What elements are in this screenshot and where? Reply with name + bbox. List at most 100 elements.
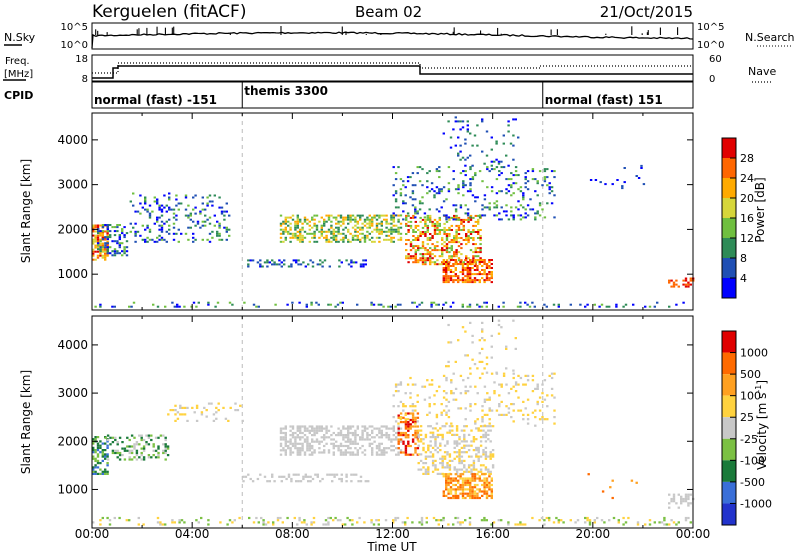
echo-cell — [308, 429, 311, 432]
echo-cell — [687, 495, 690, 498]
echo-cell — [457, 245, 461, 248]
echo-cell — [436, 233, 439, 235]
echo-cell — [469, 263, 472, 265]
echo-cell — [454, 483, 457, 487]
echo-cell — [342, 218, 345, 221]
echo-cell — [402, 405, 405, 408]
echo-cell — [476, 279, 479, 282]
echo-cell — [153, 240, 156, 243]
echo-cell — [218, 224, 221, 227]
echo-cell — [414, 251, 417, 254]
echo-cell — [479, 239, 482, 241]
echo-cell — [448, 466, 452, 469]
echo-cell — [96, 442, 100, 445]
echo-cell — [411, 192, 415, 195]
echo-cell — [479, 229, 482, 231]
echo-cell — [195, 519, 198, 522]
echo-cell — [101, 516, 104, 520]
echo-cell — [526, 413, 530, 416]
echo-cell — [311, 438, 314, 441]
echo-cell — [168, 192, 171, 195]
echo-cell — [622, 516, 625, 520]
echo-cell — [395, 447, 398, 450]
echo-cell — [313, 222, 316, 225]
echo-cell — [450, 247, 453, 250]
echo-cell — [276, 516, 280, 520]
echo-cell — [473, 479, 477, 482]
echo-cell — [487, 433, 490, 436]
echo-cell — [442, 186, 446, 189]
echo-cell — [416, 305, 419, 308]
echo-cell — [448, 459, 452, 462]
echo-cell — [482, 449, 485, 452]
echo-cell — [342, 444, 345, 448]
echo-cell — [417, 261, 420, 264]
echo-cell — [327, 218, 331, 221]
echo-cell — [395, 228, 398, 231]
echo-cell — [449, 271, 453, 273]
echo-cell — [457, 481, 460, 484]
echo-cell — [543, 178, 547, 181]
echo-cell — [447, 263, 450, 265]
echo-cell — [466, 277, 469, 280]
echo-cell — [510, 186, 513, 189]
echo-cell — [419, 425, 423, 428]
echo-cell — [471, 334, 474, 337]
echo-cell — [449, 481, 453, 484]
echo-cell — [498, 212, 501, 215]
echo-cell — [294, 444, 297, 448]
echo-cell — [371, 218, 374, 221]
echo-cell — [623, 167, 626, 169]
echo-cell — [453, 253, 456, 256]
echo-cell — [159, 521, 162, 524]
echo-cell — [146, 226, 149, 229]
echo-cell — [339, 444, 343, 448]
time-tick-label: 04:00 — [175, 527, 210, 541]
echo-cell — [397, 422, 400, 425]
echo-cell — [434, 442, 437, 445]
echo-cell — [457, 152, 460, 155]
echo-cell — [502, 372, 506, 375]
echo-cell — [299, 220, 302, 223]
echo-cell — [106, 453, 109, 456]
echo-cell — [445, 271, 448, 273]
echo-cell — [435, 413, 439, 416]
echo-cell — [390, 230, 393, 233]
echo-cell — [483, 162, 486, 165]
echo-cell — [452, 523, 455, 526]
echo-cell — [133, 456, 136, 459]
echo-cell — [452, 271, 455, 273]
echo-cell — [172, 208, 176, 211]
echo-cell — [447, 281, 450, 284]
nave-label: Nave — [748, 65, 776, 78]
echo-cell — [477, 255, 480, 258]
echo-cell — [311, 425, 314, 428]
echo-cell — [176, 305, 179, 308]
echo-cell — [101, 470, 104, 473]
echo-cell — [414, 259, 417, 262]
echo-cell — [534, 387, 537, 390]
echo-cell — [302, 475, 305, 478]
echo-cell — [94, 250, 97, 253]
echo-cell — [158, 204, 161, 207]
echo-cell — [359, 438, 362, 441]
echo-cell — [247, 265, 250, 268]
echo-cell — [464, 259, 467, 261]
echo-cell — [488, 261, 491, 263]
echo-cell — [455, 255, 458, 258]
echo-cell — [212, 413, 216, 416]
echo-cell — [239, 404, 242, 407]
echo-cell — [301, 228, 304, 231]
echo-cell — [466, 390, 470, 393]
echo-cell — [123, 458, 127, 461]
echo-cell — [390, 427, 393, 430]
echo-cell — [409, 255, 413, 258]
echo-cell — [271, 475, 274, 478]
echo-cell — [439, 442, 442, 445]
echo-cell — [390, 449, 393, 452]
echo-cell — [541, 416, 544, 419]
echo-cell — [101, 234, 104, 237]
echo-cell — [194, 206, 197, 209]
echo-cell — [273, 480, 276, 483]
echo-cell — [339, 232, 343, 235]
